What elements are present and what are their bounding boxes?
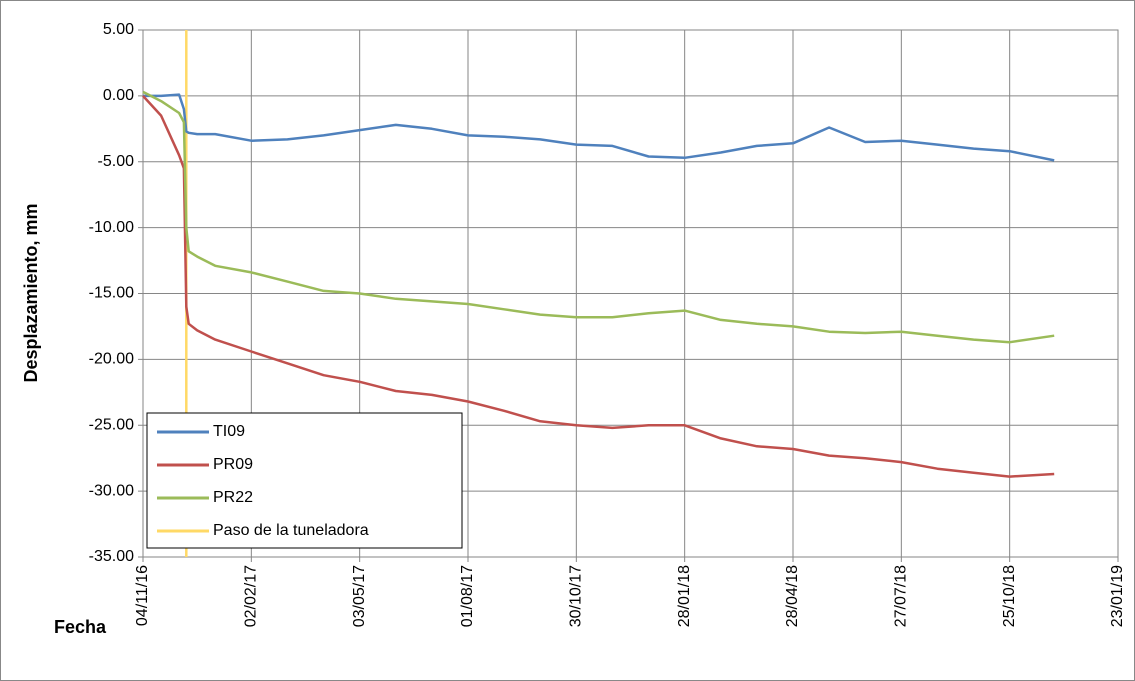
legend-label: PR22 xyxy=(213,489,253,506)
legend-box xyxy=(146,412,463,549)
legend-label: PR09 xyxy=(213,456,253,473)
x-tick-label: 25/10/18 xyxy=(1001,565,1018,627)
y-tick-label: -35.00 xyxy=(89,548,134,565)
x-tick-label: 04/11/16 xyxy=(134,565,151,626)
y-tick-label: -20.00 xyxy=(89,351,134,368)
x-tick-label: 27/07/18 xyxy=(893,565,910,627)
y-tick-label: -30.00 xyxy=(89,482,134,499)
x-tick-label: 23/01/19 xyxy=(1109,565,1126,627)
series-line xyxy=(142,90,1055,344)
y-tick-label: -25.00 xyxy=(89,416,134,433)
x-tick-label: 03/05/17 xyxy=(351,565,368,627)
legend-label: TI09 xyxy=(213,423,245,440)
x-tick-label: 02/02/17 xyxy=(243,565,260,627)
y-tick-label: -15.00 xyxy=(89,285,134,302)
legend-label: Paso de la tuneladora xyxy=(213,522,369,539)
x-tick-label: 30/10/17 xyxy=(568,565,585,627)
y-tick-label: -5.00 xyxy=(98,153,135,170)
y-axis-label: Desplazamiento, mm xyxy=(21,203,41,382)
x-tick-label: 01/08/17 xyxy=(459,565,476,627)
x-tick-label: 28/01/18 xyxy=(676,565,693,627)
y-tick-label: 0.00 xyxy=(103,87,134,104)
series-line xyxy=(142,95,1055,478)
x-axis-label: Fecha xyxy=(54,617,107,637)
series-line xyxy=(143,93,1055,162)
y-tick-label: 5.00 xyxy=(103,21,134,38)
plot-border xyxy=(142,29,1119,558)
y-tick-label: -10.00 xyxy=(89,219,134,236)
x-tick-label: 28/04/18 xyxy=(784,565,801,627)
